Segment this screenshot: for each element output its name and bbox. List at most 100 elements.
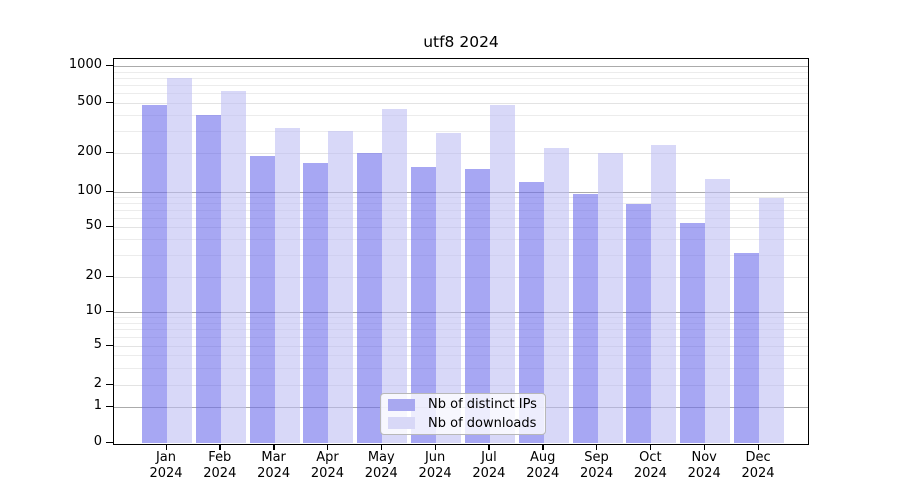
x-tick-mark <box>219 445 221 450</box>
x-tick-year: 2024 <box>149 466 183 481</box>
legend-item-downloads: Nb of downloads <box>388 416 538 432</box>
legend: Nb of distinct IPs Nb of downloads <box>380 393 546 435</box>
x-tick-mark <box>273 445 275 450</box>
x-tick-mark <box>649 445 652 450</box>
y-tick-label: 20 <box>85 268 102 283</box>
y-tick-mark <box>106 441 113 443</box>
x-tick-mark <box>165 445 167 450</box>
x-tick-mark <box>703 445 706 450</box>
x-tick-year: 2024 <box>526 466 560 481</box>
y-tick-mark <box>106 405 113 407</box>
x-tick-label: Oct 2024 <box>622 450 678 482</box>
bar-downloads <box>436 132 462 443</box>
x-tick-month: Jul <box>481 450 497 465</box>
bar-distinct-ips <box>249 155 275 443</box>
x-tick-label: Jun 2024 <box>407 450 463 482</box>
major-gridline <box>114 66 808 67</box>
y-tick-mark <box>106 310 113 312</box>
x-tick-label: May 2024 <box>353 450 409 482</box>
x-tick-label: Jul 2024 <box>461 450 517 482</box>
y-tick-label: 500 <box>77 94 102 109</box>
legend-label-distinct-ips: Nb of distinct IPs <box>428 397 537 413</box>
legend-swatch-downloads-icon <box>388 417 415 430</box>
x-tick-label: Sep 2024 <box>569 450 625 482</box>
x-tick-month: Jan <box>155 450 177 465</box>
x-tick-label: Aug 2024 <box>515 450 571 482</box>
x-tick-month: Sep <box>584 450 609 465</box>
x-tick-year: 2024 <box>472 466 506 481</box>
bar-downloads <box>274 128 300 443</box>
minor-gridline <box>114 130 808 132</box>
x-tick-mark <box>434 445 436 450</box>
x-tick-month: Dec <box>745 450 771 465</box>
x-tick-year: 2024 <box>257 466 291 481</box>
y-tick-mark <box>106 151 113 153</box>
bar-distinct-ips <box>572 193 598 443</box>
y-tick-label: 1 <box>93 398 102 413</box>
x-tick-year: 2024 <box>364 466 398 481</box>
chart-title: utf8 2024 <box>423 33 499 51</box>
bar-downloads <box>328 131 354 443</box>
x-tick-mark <box>488 445 490 450</box>
y-tick-mark <box>106 101 113 103</box>
bar-distinct-ips <box>142 105 167 443</box>
legend-swatch-distinct-ips-icon <box>388 398 415 411</box>
bar-downloads <box>220 90 246 443</box>
y-tick-mark <box>106 190 113 192</box>
legend-label-downloads: Nb of downloads <box>428 415 537 431</box>
bar-distinct-ips <box>734 253 760 443</box>
x-tick-year: 2024 <box>741 466 775 481</box>
bar-downloads <box>167 77 192 443</box>
y-tick-label: 2 <box>93 376 102 391</box>
minor-gridline <box>114 77 808 79</box>
bar-distinct-ips <box>357 153 383 443</box>
bar-downloads <box>543 147 569 443</box>
x-tick-month: Oct <box>639 450 662 465</box>
minor-gridline <box>114 115 808 117</box>
x-tick-label: Apr 2024 <box>299 450 355 482</box>
y-tick-label: 1000 <box>68 57 102 72</box>
x-tick-year: 2024 <box>580 466 614 481</box>
x-tick-mark <box>596 445 598 450</box>
plot-area: Nb of distinct IPs Nb of downloads <box>113 58 809 445</box>
x-tick-mark <box>380 445 383 450</box>
gridline <box>114 103 808 104</box>
bar-distinct-ips <box>195 115 221 443</box>
minor-gridline <box>114 93 808 95</box>
bar-downloads <box>597 153 623 443</box>
y-tick-label: 5 <box>93 337 102 352</box>
y-tick-label: 200 <box>77 144 102 159</box>
legend-item-distinct-ips: Nb of distinct IPs <box>388 397 538 413</box>
x-tick-label: Jan 2024 <box>138 450 194 482</box>
x-tick-month: Feb <box>208 450 232 465</box>
y-tick-label: 100 <box>77 183 102 198</box>
bar-distinct-ips <box>303 163 329 443</box>
minor-gridline <box>114 85 808 87</box>
y-tick-label: 0 <box>93 434 102 449</box>
x-tick-year: 2024 <box>418 466 452 481</box>
x-tick-label: Mar 2024 <box>246 450 302 482</box>
x-tick-year: 2024 <box>633 466 667 481</box>
x-tick-month: Jun <box>424 450 446 465</box>
y-tick-label: 10 <box>85 303 102 318</box>
y-tick-mark <box>106 383 113 385</box>
bar-downloads <box>759 197 785 443</box>
y-tick-mark <box>106 225 113 227</box>
y-tick-mark <box>106 64 113 66</box>
x-tick-month: May <box>367 450 395 465</box>
x-tick-month: Aug <box>530 450 556 465</box>
x-tick-year: 2024 <box>687 466 721 481</box>
bar-downloads <box>705 178 731 443</box>
bar-downloads <box>382 108 408 443</box>
x-tick-month: Apr <box>316 450 339 465</box>
y-tick-mark <box>106 344 113 346</box>
x-tick-label: Nov 2024 <box>676 450 732 482</box>
bar-downloads <box>489 105 515 443</box>
x-tick-mark <box>542 445 544 450</box>
x-tick-mark <box>326 445 329 450</box>
x-tick-year: 2024 <box>310 466 344 481</box>
x-tick-year: 2024 <box>203 466 237 481</box>
x-tick-month: Nov <box>691 450 717 465</box>
x-tick-label: Feb 2024 <box>192 450 248 482</box>
